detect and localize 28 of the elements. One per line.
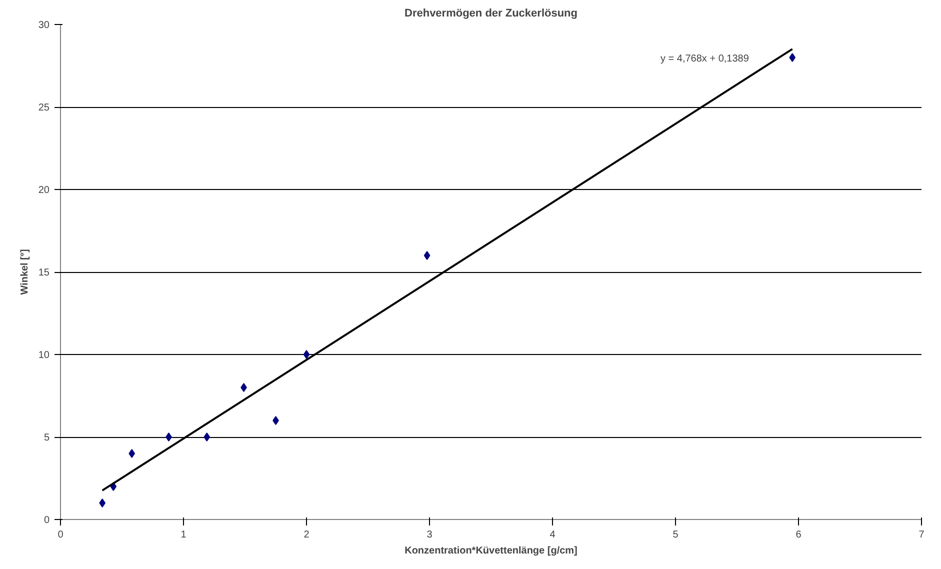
- point: [128, 449, 136, 458]
- x-tick-label: 3: [426, 530, 433, 540]
- y-tick-label: 20: [38, 185, 50, 196]
- x-axis-title: Konzentration*Küvettenlänge [g/cm]: [404, 546, 578, 556]
- y-tick-label: 15: [38, 268, 50, 278]
- x-tick-label: 4: [550, 530, 556, 540]
- x-tick-label: 2: [304, 530, 310, 540]
- y-tick-label: 25: [38, 102, 50, 114]
- x-tick-label: 6: [796, 530, 802, 540]
- y-tick-label: 5: [44, 432, 50, 444]
- x-tick-label: 5: [672, 530, 679, 540]
- point: [789, 53, 796, 62]
- y-tick-label: 30: [38, 20, 50, 31]
- annotation: y = 4,768x + 0,1389: [660, 54, 750, 64]
- point: [166, 432, 172, 442]
- y-axis-title: Winkel [°]: [19, 249, 30, 295]
- point: [99, 498, 106, 508]
- x-tick-label: 1: [180, 530, 187, 540]
- point: [272, 416, 279, 425]
- point: [240, 383, 247, 392]
- y-tick-label: 10: [38, 350, 50, 361]
- point: [204, 432, 210, 442]
- point: [424, 251, 430, 260]
- point: [303, 350, 310, 359]
- chart-title: Drehvermögen der Zuckerlösung: [404, 8, 578, 20]
- x-tick-label: 7: [918, 530, 925, 540]
- x-tick-label: 0: [58, 530, 64, 540]
- y-tick-label: 0: [44, 515, 50, 526]
